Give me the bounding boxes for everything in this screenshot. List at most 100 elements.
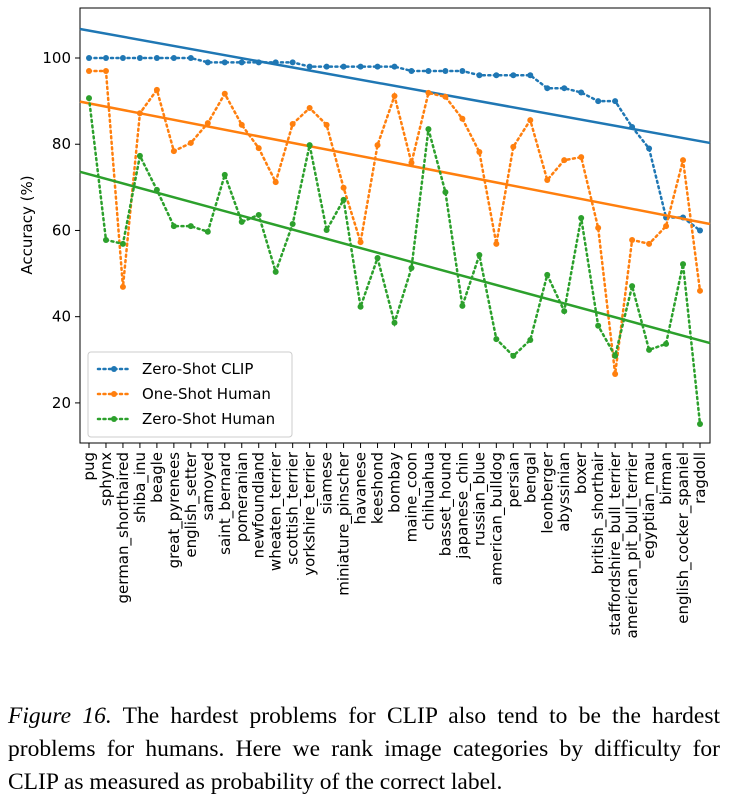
point (391, 92, 398, 99)
point (170, 55, 177, 62)
point (289, 59, 296, 66)
x-tick-label: english_setter (182, 451, 201, 557)
point (680, 261, 687, 268)
y-tick-label: 20 (52, 394, 71, 412)
x-tick-label: japanese_chin (453, 452, 472, 560)
x-tick-label: maine_coon (402, 452, 421, 542)
point (544, 271, 551, 278)
x-tick-label: english_cocker_spaniel (674, 452, 693, 624)
x-tick-label: wheaten_terrier (267, 451, 286, 571)
point (527, 117, 534, 124)
legend-marker (111, 416, 117, 422)
point (527, 336, 534, 343)
point (663, 223, 670, 230)
point (425, 126, 432, 133)
point (306, 142, 313, 149)
point (323, 63, 330, 70)
point (459, 67, 466, 74)
legend-marker (111, 391, 117, 397)
point (136, 152, 143, 159)
point (459, 115, 466, 122)
point (646, 145, 653, 152)
point (408, 159, 415, 166)
point (408, 264, 415, 271)
point (425, 67, 432, 74)
x-tick-label: sphynx (97, 452, 115, 506)
point (340, 63, 347, 70)
point (153, 86, 160, 93)
point (221, 59, 228, 66)
point (578, 89, 585, 96)
point (238, 59, 245, 66)
point (86, 95, 92, 102)
y-tick-label: 100 (42, 49, 71, 67)
point (289, 220, 296, 227)
x-tick-label: boxer (572, 451, 590, 494)
legend-label: Zero-Shot CLIP (142, 360, 253, 378)
point (86, 55, 92, 62)
point (612, 98, 619, 105)
point (510, 352, 517, 359)
point (340, 184, 347, 191)
legend-label: Zero-Shot Human (142, 410, 275, 428)
point (306, 63, 313, 70)
point (102, 55, 109, 62)
point (578, 214, 585, 221)
point (425, 89, 432, 96)
legend-marker (111, 366, 117, 372)
point (697, 227, 703, 234)
x-tick-label: persian (504, 452, 522, 508)
x-tick-label: pomeranian (233, 452, 251, 542)
x-tick-label: ragdoll (691, 452, 709, 504)
x-tick-label: egyptian_mau (640, 452, 659, 559)
x-tick-label: havanese (352, 452, 370, 525)
trend-line (79, 100, 711, 226)
point (187, 223, 194, 230)
point (595, 322, 602, 329)
point (221, 171, 228, 178)
y-tick-label: 80 (52, 135, 71, 153)
x-tick-label: british_shorthair (589, 451, 608, 574)
x-tick-label: pug (80, 452, 98, 481)
point (544, 85, 551, 92)
point (374, 255, 381, 262)
point (561, 157, 568, 164)
point (442, 189, 449, 196)
x-tick-label: yorkshire_terrier (301, 451, 320, 576)
x-tick-label: bengal (521, 452, 539, 503)
point (357, 239, 364, 246)
point (289, 120, 296, 127)
x-tick-label: chihuahua (419, 452, 437, 530)
point (272, 268, 279, 275)
point (629, 236, 636, 243)
x-tick-label: scottish_terrier (284, 451, 303, 565)
x-tick-label: russian_blue (470, 452, 489, 546)
point (476, 72, 483, 79)
caption: Figure 16. The hardest problems for CLIP… (8, 700, 720, 799)
point (527, 72, 534, 79)
point (255, 211, 262, 218)
x-tick-label: saint_bernard (216, 452, 235, 555)
point (102, 236, 109, 243)
point (544, 177, 551, 184)
point (442, 67, 449, 74)
point (408, 67, 415, 74)
point (119, 240, 126, 247)
point (187, 55, 194, 62)
x-tick-label: abyssinian (555, 452, 573, 532)
point (612, 371, 619, 378)
y-tick-label: 60 (52, 221, 71, 239)
point (510, 143, 517, 150)
x-tick-label: siamese (318, 452, 336, 514)
caption-text: The hardest problems for CLIP also tend … (8, 703, 721, 795)
x-tick-label: staffordshire_bull_terrier (606, 451, 625, 635)
point (561, 85, 568, 92)
x-tick-label: miniature_pinscher (335, 451, 354, 596)
point (578, 154, 585, 161)
x-tick-label: bombay (386, 452, 404, 513)
point (357, 303, 364, 310)
caption-label: Figure 16. (8, 703, 112, 729)
point (697, 287, 703, 294)
trend-line (79, 27, 711, 145)
x-tick-label: samoyed (199, 452, 217, 520)
